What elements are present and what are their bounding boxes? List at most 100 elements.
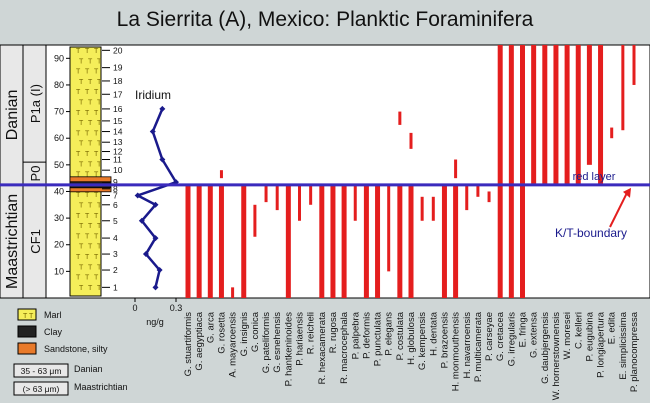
range-bar (298, 184, 301, 221)
range-bar (476, 184, 480, 197)
marl-symbol: T (76, 254, 81, 261)
stage-label: Maastrichtian (4, 194, 21, 289)
range-bar (632, 45, 636, 85)
depth-tick-label: 10 (54, 266, 64, 276)
legend-label-clay: Clay (44, 327, 63, 337)
legend-swatch-marl (17, 308, 37, 321)
species-label: P. planocompressa (629, 311, 640, 392)
iridium-unit: ng/g (146, 317, 164, 327)
depth-tick-label: 40 (54, 186, 64, 196)
sample-number: 19 (113, 63, 123, 73)
iridium-point (152, 235, 159, 242)
depth-tick-label: 60 (54, 133, 64, 143)
species-label: P. costulata (395, 311, 406, 360)
marl-symbol: T (88, 120, 93, 127)
marl-symbol: T (76, 130, 81, 137)
sample-number: 18 (113, 76, 123, 86)
range-bar (408, 184, 414, 298)
species-label: P. brazoensis (439, 312, 450, 369)
legend-label-marl: Marl (44, 310, 62, 320)
marl-symbol: T (85, 130, 90, 137)
sample-number: 8 (113, 184, 118, 194)
species-label: G. pateliformis (261, 312, 272, 373)
iridium-point (159, 105, 166, 112)
marl-symbol: T (85, 89, 90, 96)
range-bar (431, 196, 435, 221)
kt-arrow-line (609, 192, 628, 228)
species-label: P. multicamerata (473, 311, 484, 382)
range-bar (375, 184, 381, 298)
species-label: R. hexacamerata (317, 311, 328, 384)
marl-symbol: T (94, 275, 99, 282)
marl-symbol: T (97, 79, 102, 86)
marl-symbol: T (85, 172, 90, 179)
fraction-box-label: (> 63 μm) (23, 384, 60, 394)
marl-symbol: T (88, 244, 93, 251)
range-bar (564, 45, 570, 184)
range-bar (542, 45, 548, 184)
range-bar (275, 184, 279, 211)
species-label: P. punctulata (373, 311, 384, 366)
species-label: H. navarroensis (462, 312, 473, 379)
chart-title: La Sierrita (A), Mexico: Planktic Forami… (116, 8, 534, 31)
sample-number: 10 (113, 165, 123, 175)
marl-symbol: T (79, 223, 84, 230)
marl-symbol: T (76, 48, 81, 55)
legend-swatch-sandstone (17, 342, 37, 355)
marl-symbol: T (79, 120, 84, 127)
fraction-stage-label: Danian (74, 364, 103, 374)
species-label: W. hornerstownensis (551, 312, 562, 400)
marl-symbol: T (88, 285, 93, 292)
iridium-point (156, 267, 163, 274)
range-bar (330, 184, 336, 298)
iridium-point (152, 284, 159, 291)
marl-symbol: T (79, 58, 84, 65)
depth-tick-label: 90 (54, 53, 64, 63)
marl-symbol: T (88, 141, 93, 148)
marl-symbol: T (79, 79, 84, 86)
species-label: E. edita (607, 311, 618, 344)
range-bar (285, 184, 291, 298)
range-bar (441, 184, 447, 298)
species-label: G. kempensis (417, 312, 428, 370)
range-bar (253, 204, 257, 237)
zone-label: CF1 (28, 229, 43, 254)
marl-symbol: T (97, 203, 102, 210)
species-label: G. cretacea (495, 311, 506, 361)
marl-symbol: T (85, 233, 90, 240)
range-bar (218, 184, 224, 298)
red-layer-label: red layer (573, 171, 616, 183)
species-label: G. rosetta (216, 311, 227, 353)
sample-number: 9 (113, 177, 118, 187)
marl-symbol: T (94, 213, 99, 220)
stage-label: Danian (4, 90, 21, 141)
range-bar (520, 45, 525, 184)
marl-symbol: T (76, 275, 81, 282)
marl-symbol: T (94, 130, 99, 137)
depth-tick-label: 30 (54, 213, 64, 223)
marl-symbol: T (97, 223, 102, 230)
range-bar (610, 127, 614, 139)
marl-symbol: T (97, 100, 102, 107)
fraction-stage-label: Maastrichtian (74, 382, 128, 392)
marl-symbol: T (85, 192, 90, 199)
marl-symbol: T (85, 254, 90, 261)
depth-tick-label: 20 (54, 240, 64, 250)
range-bar (621, 45, 625, 131)
marl-symbol: T (76, 213, 81, 220)
range-bar (487, 191, 491, 203)
species-label: E. simplicissima (618, 311, 629, 379)
range-bar (598, 45, 604, 184)
marl-symbol: T (79, 264, 84, 271)
range-bar (264, 184, 268, 203)
marl-symbol: T (76, 110, 81, 117)
marl-symbol: T (94, 254, 99, 261)
species-label: P. eugubina (584, 311, 595, 361)
range-bar (341, 184, 347, 298)
zone-label: P0 (28, 166, 43, 182)
species-label: W. moresei (562, 312, 573, 360)
sample-number: 12 (113, 147, 123, 157)
species-label: H. dentata (428, 311, 439, 356)
iridium-tick-label: 0.3 (170, 303, 183, 313)
range-bar (241, 184, 247, 298)
